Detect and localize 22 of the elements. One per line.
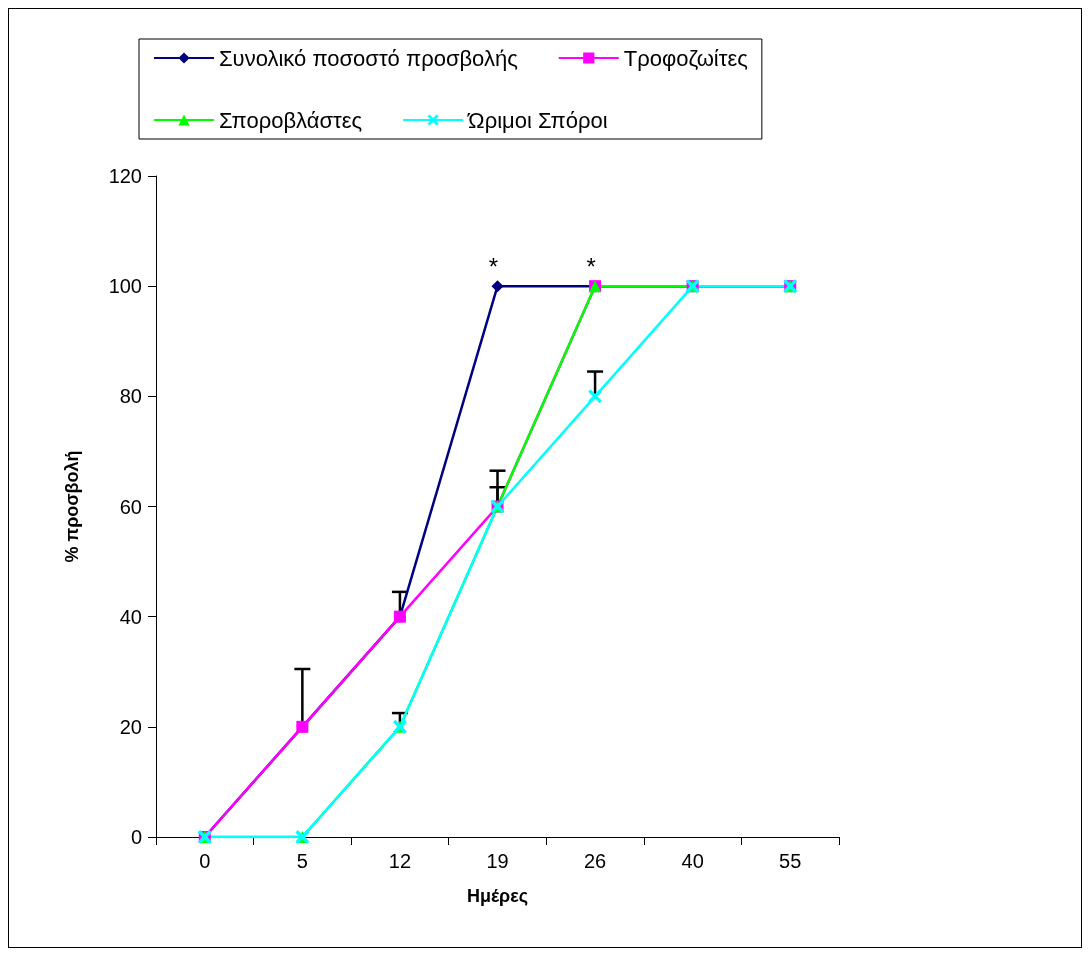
- annotation: *: [488, 252, 499, 280]
- y-tick-label: 60: [119, 495, 142, 518]
- x-tick-label: 5: [296, 850, 308, 872]
- annotation: *: [586, 252, 596, 280]
- y-axis-title: % προσβολή: [62, 450, 82, 563]
- legend-label: Ώριμοι Σπόροι: [467, 107, 608, 133]
- x-tick-label: 40: [681, 850, 704, 872]
- y-tick-label: 0: [130, 826, 142, 848]
- x-tick-label: 0: [199, 850, 211, 872]
- legend-label: Τροφοζωίτες: [623, 45, 748, 71]
- y-tick-label: 80: [119, 385, 142, 408]
- x-axis-title: Ημέρες: [466, 886, 529, 906]
- x-tick-label: 19: [486, 850, 509, 872]
- legend-label: Σποροβλάστες: [219, 107, 363, 133]
- x-tick-label: 12: [388, 850, 412, 872]
- y-tick-label: 40: [119, 605, 142, 628]
- x-tick-label: 26: [583, 850, 607, 872]
- y-tick-label: 100: [108, 275, 142, 298]
- legend-label: Συνολικό ποσοστό προσβολής: [219, 45, 518, 71]
- y-tick-label: 20: [119, 715, 142, 738]
- y-tick-label: 120: [108, 165, 142, 187]
- x-tick-label: 55: [779, 850, 802, 872]
